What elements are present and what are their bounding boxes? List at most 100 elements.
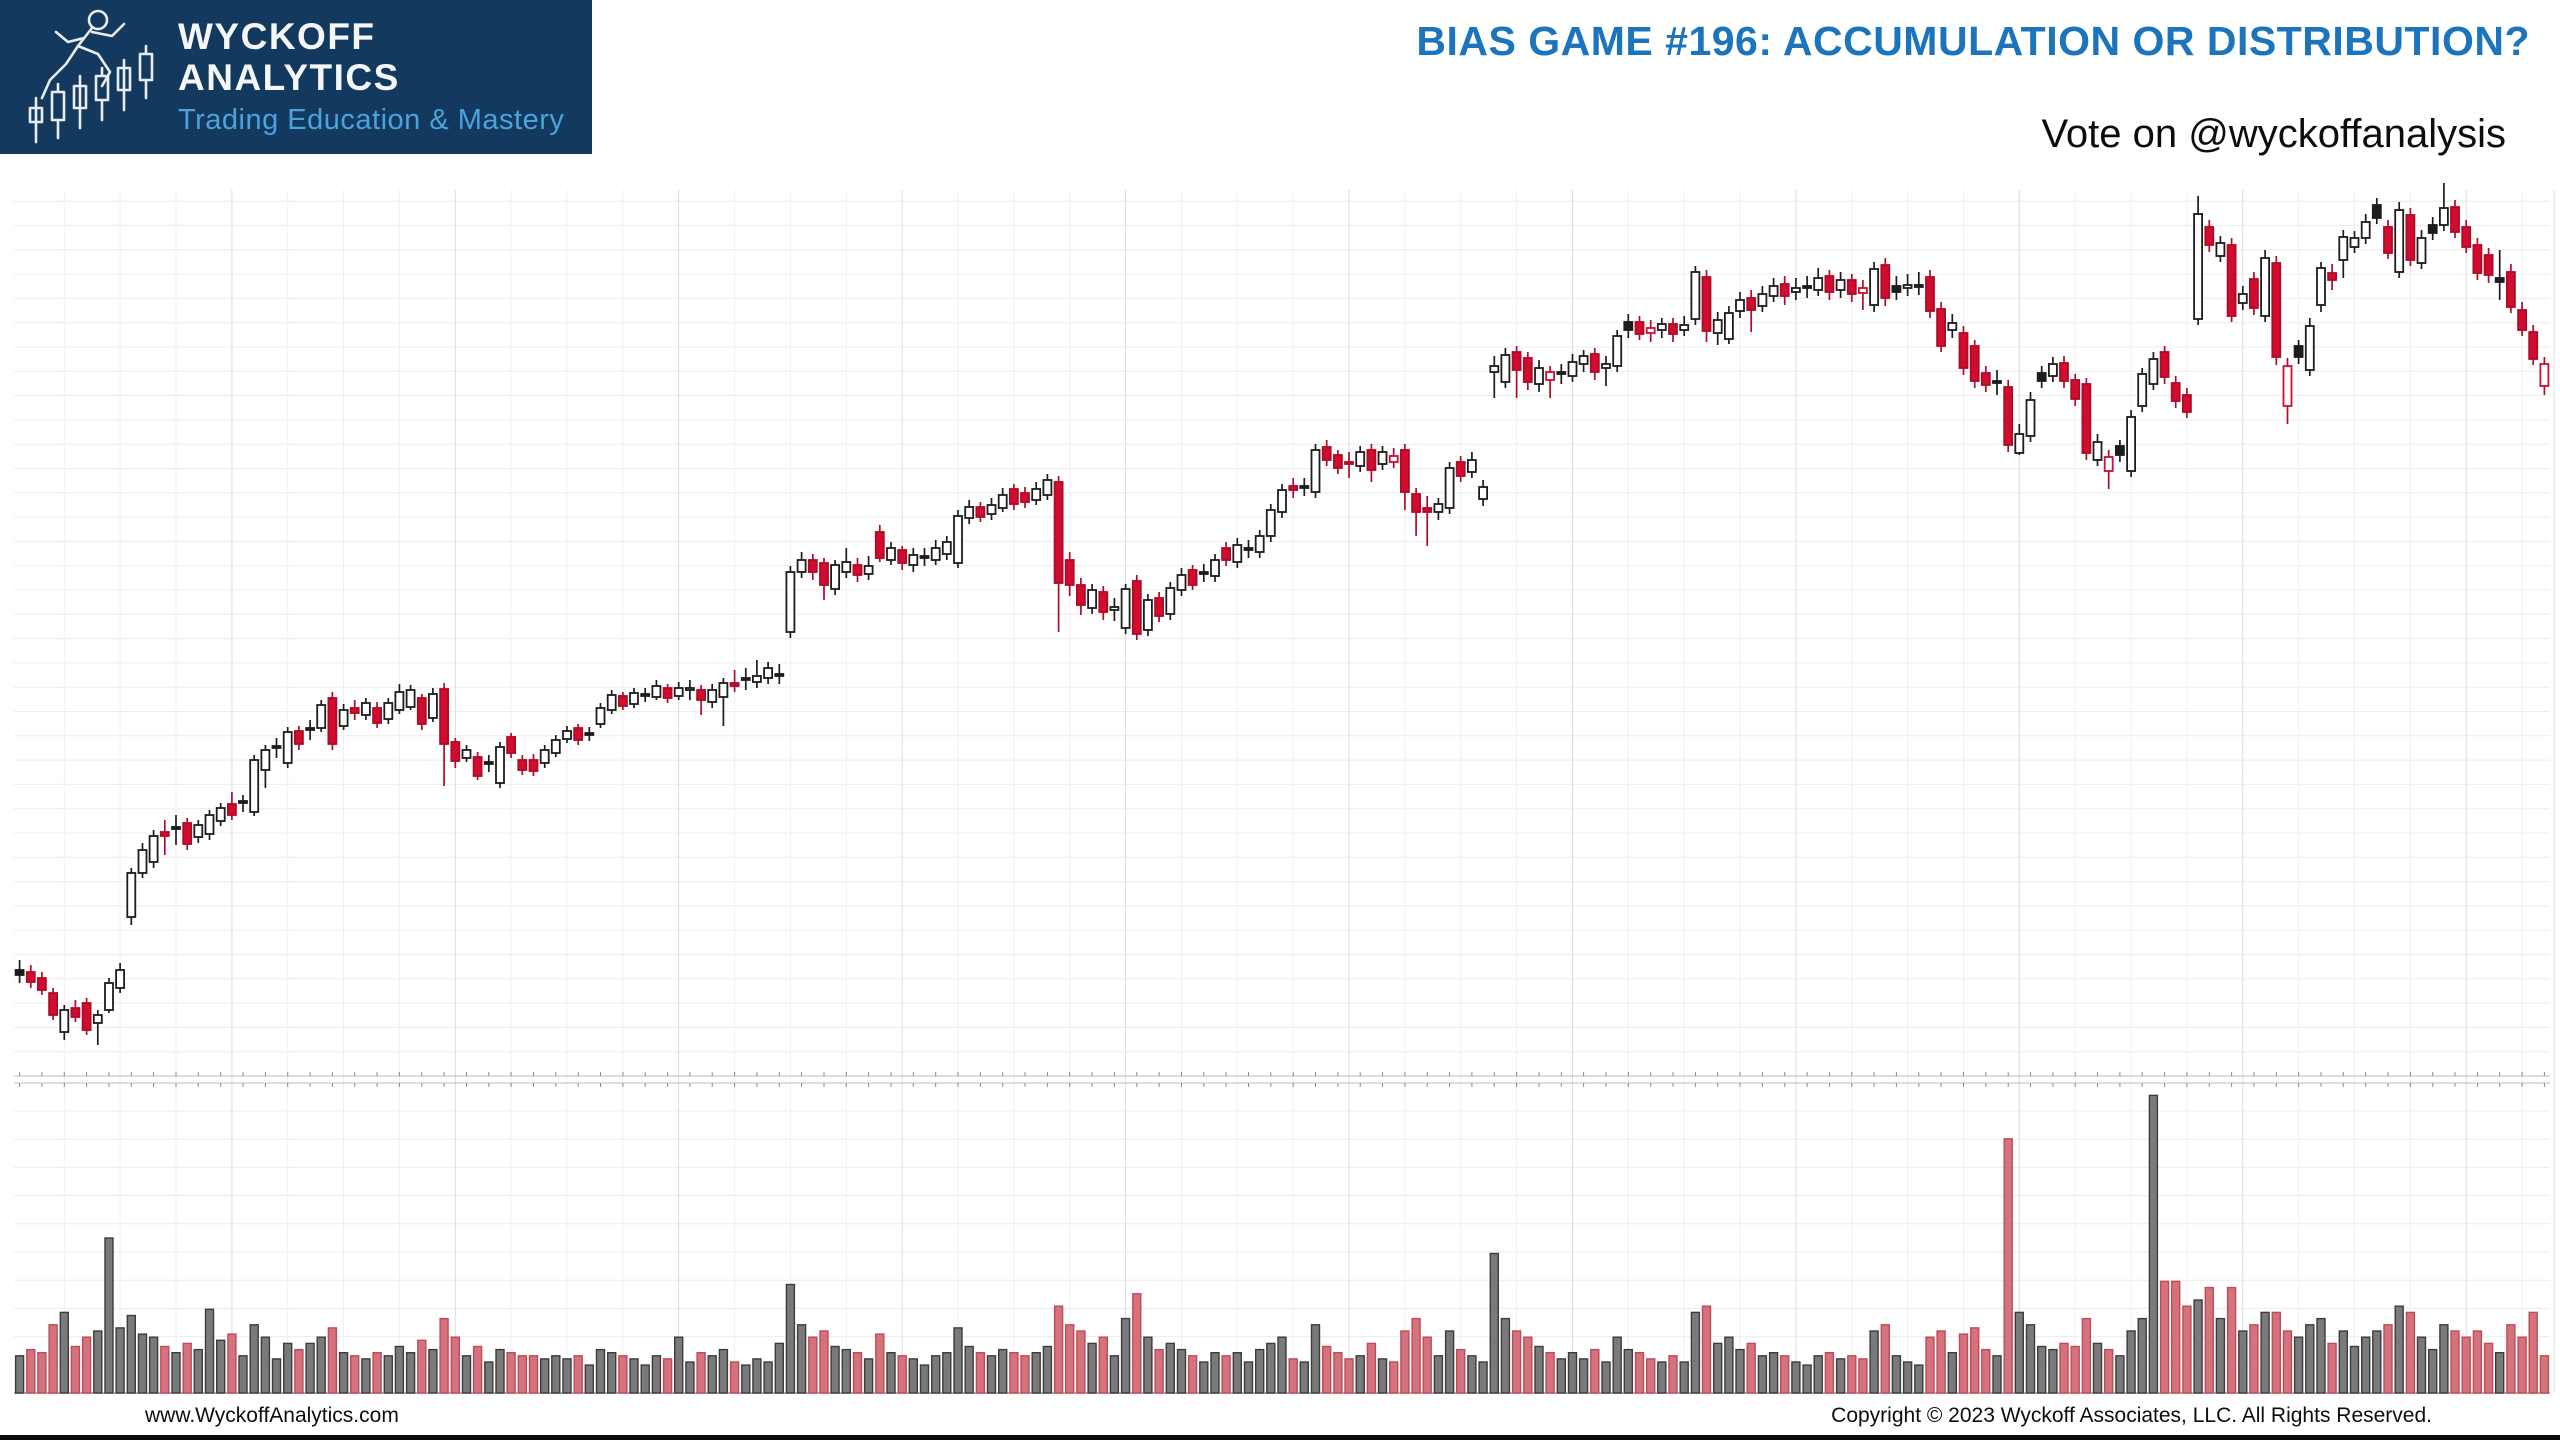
volume-bar: [484, 1361, 494, 1394]
candle: [2003, 386, 2014, 446]
candle: [930, 547, 941, 561]
candle: [1813, 277, 1824, 291]
candle: [137, 849, 148, 874]
candle: [483, 761, 494, 765]
volume-bar: [1500, 1317, 1511, 1394]
volume-bar: [1087, 1342, 1097, 1394]
candle: [1511, 351, 1522, 371]
candle: [2450, 206, 2460, 233]
volume-bar: [975, 1351, 986, 1394]
candle: [1969, 345, 1980, 382]
volume-bar: [271, 1358, 282, 1394]
candle: [92, 1014, 103, 1024]
candle: [2416, 237, 2427, 264]
volume-bar: [361, 1358, 371, 1394]
candle: [2539, 363, 2550, 387]
brand-name: WYCKOFF ANALYTICS: [178, 15, 400, 98]
candle: [1321, 446, 1332, 461]
candle: [606, 694, 617, 711]
candle: [2159, 351, 2170, 378]
volume-bar: [1992, 1355, 2002, 1394]
volume-bar: [1891, 1355, 1902, 1394]
candle: [1936, 308, 1946, 347]
volume-bar: [1523, 1336, 1533, 1394]
volume-bar: [1746, 1342, 1756, 1394]
candle: [1679, 324, 1690, 331]
volume-bar: [1578, 1358, 1589, 1394]
candle: [584, 732, 595, 736]
candle: [1198, 571, 1209, 575]
candle: [863, 565, 874, 575]
volume-bar: [1634, 1351, 1645, 1394]
candle: [126, 872, 137, 918]
volume-bar: [986, 1355, 997, 1394]
candle: [2226, 244, 2237, 317]
volume-bar: [2517, 1336, 2527, 1394]
candle: [439, 688, 450, 745]
candle: [819, 562, 829, 586]
volume-bar: [1377, 1358, 1388, 1394]
volume-bar: [2249, 1324, 2259, 1394]
volume-bar: [1791, 1361, 1801, 1394]
volume-bar: [238, 1355, 248, 1394]
volume-bar: [1690, 1311, 1701, 1394]
candle: [807, 559, 818, 573]
candle: [2070, 379, 2081, 400]
candle: [1980, 372, 1991, 386]
volume-bar: [1545, 1351, 1555, 1394]
volume-bar: [1724, 1336, 1734, 1394]
candle: [450, 741, 461, 762]
candle: [2260, 257, 2271, 317]
candle: [2047, 363, 2058, 377]
candle: [1757, 293, 1768, 307]
volume-bar: [2059, 1342, 2069, 1394]
candle: [685, 687, 695, 691]
volume-bar: [2528, 1311, 2538, 1394]
candle: [1433, 503, 1444, 513]
candle: [953, 515, 963, 564]
volume-bar: [1969, 1327, 1980, 1394]
volume-bar: [506, 1351, 516, 1394]
volume-bar: [2070, 1345, 2080, 1394]
candle: [2405, 214, 2416, 261]
candle: [1087, 589, 1097, 609]
candle: [327, 697, 338, 745]
candle: [1299, 485, 1310, 489]
volume-bar: [886, 1351, 896, 1394]
candle: [1221, 547, 1231, 561]
volume-bar: [461, 1355, 472, 1394]
candle: [640, 693, 651, 697]
candle: [1891, 285, 1902, 293]
candle: [1020, 492, 1030, 503]
candle: [1534, 367, 1544, 385]
candle: [1992, 380, 2002, 384]
candle: [1556, 371, 1567, 375]
volume-bar: [1869, 1330, 1879, 1394]
candle: [752, 675, 762, 683]
volume-bar: [2204, 1286, 2215, 1394]
volume-bar: [2103, 1348, 2114, 1394]
volume-bar: [1422, 1336, 1432, 1394]
volume-bar: [1176, 1348, 1187, 1394]
candle: [1656, 323, 1667, 331]
volume-bar: [1109, 1355, 1120, 1394]
volume-bar: [841, 1348, 851, 1394]
candle: [2148, 358, 2159, 385]
candle: [908, 554, 919, 566]
candle: [1623, 321, 1634, 331]
volume-bar: [1601, 1361, 1611, 1394]
candle: [37, 977, 47, 991]
copyright-text: Copyright © 2023 Wyckoff Associates, LLC…: [1831, 1404, 2432, 1427]
candle: [2349, 237, 2360, 248]
volume-bar: [1042, 1345, 1053, 1394]
candle: [1265, 509, 1276, 537]
volume-bar: [1009, 1351, 1019, 1394]
candle: [1913, 284, 1924, 288]
volume-bar: [1254, 1348, 1265, 1394]
candle: [2193, 213, 2204, 320]
volume-bar: [2238, 1330, 2248, 1394]
volume-bar: [1779, 1355, 1790, 1394]
volume-bar: [1165, 1342, 1176, 1394]
website-link[interactable]: www.WyckoffAnalytics.com: [145, 1404, 399, 1427]
